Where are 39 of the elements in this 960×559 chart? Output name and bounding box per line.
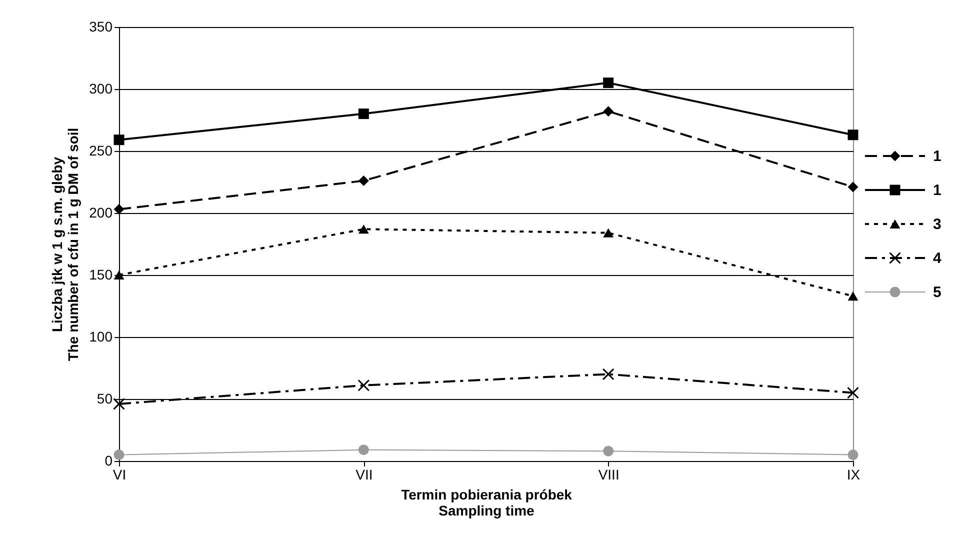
point bbox=[114, 134, 124, 146]
point bbox=[848, 130, 858, 140]
y-tick-label: 0 bbox=[104, 452, 113, 468]
point bbox=[603, 78, 614, 88]
point bbox=[602, 368, 614, 380]
point bbox=[358, 176, 369, 186]
x-tick-label: IX bbox=[846, 466, 861, 482]
x-tick-label: VII bbox=[356, 466, 373, 482]
legend-label: 3 bbox=[933, 216, 942, 233]
y-tick-label: 350 bbox=[89, 18, 113, 34]
point bbox=[114, 270, 124, 280]
legend-label: 1 bbox=[933, 148, 942, 165]
x-tick-label: VI bbox=[112, 466, 126, 482]
y-axis-title: Liczba jtk w 1 g s.m. gleby The number of cfu in 1 g DM of soil bbox=[49, 128, 82, 362]
x-tick-label: VIII bbox=[598, 466, 620, 482]
y-tick-label: 300 bbox=[89, 80, 113, 96]
x-axis-title: Termin pobierania próbek Sampling time bbox=[401, 486, 572, 518]
legend-label: 5 bbox=[933, 284, 942, 301]
point bbox=[603, 228, 614, 238]
legend-label: 1 bbox=[933, 182, 942, 199]
y-tick-label: 100 bbox=[89, 328, 113, 344]
point bbox=[114, 204, 124, 215]
point bbox=[358, 224, 369, 234]
legend-label: 4 bbox=[933, 250, 942, 267]
point bbox=[848, 182, 858, 192]
point bbox=[113, 398, 125, 410]
point bbox=[603, 446, 614, 456]
point bbox=[603, 106, 614, 117]
y-tick-label: 250 bbox=[89, 142, 113, 158]
point bbox=[358, 444, 369, 456]
point bbox=[358, 379, 370, 392]
y-tick-label: 50 bbox=[96, 390, 113, 406]
point bbox=[114, 450, 124, 460]
point bbox=[848, 292, 858, 301]
y-tick-label: 200 bbox=[89, 204, 113, 220]
point bbox=[847, 386, 859, 399]
point bbox=[358, 108, 369, 120]
point bbox=[848, 450, 858, 460]
y-tick-label: 150 bbox=[89, 266, 113, 282]
